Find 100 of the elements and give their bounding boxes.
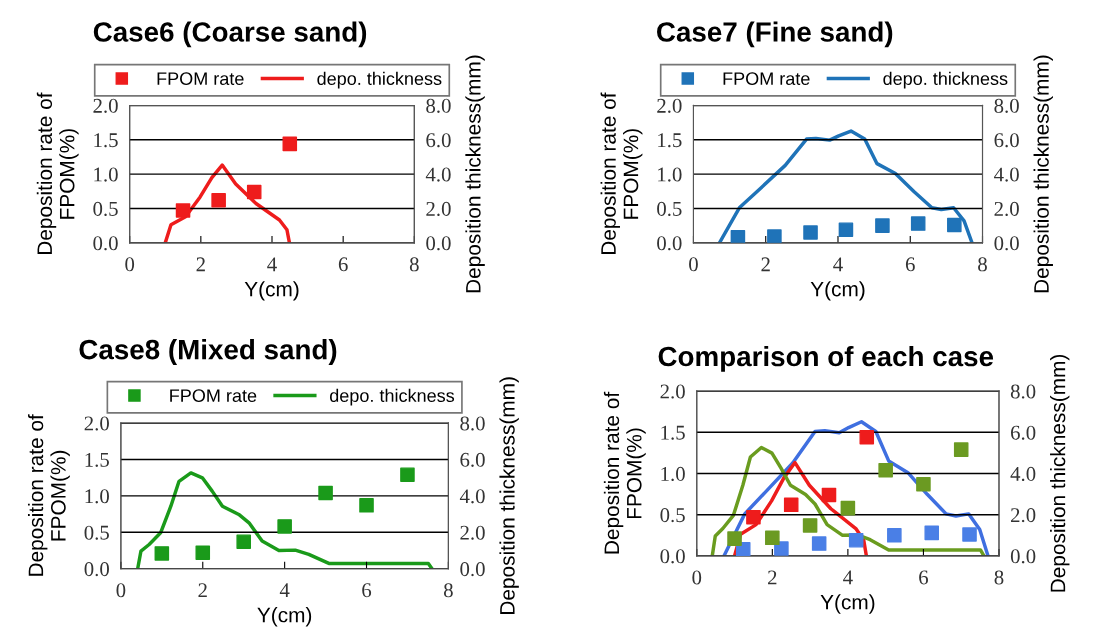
x-tick-label: 2 (198, 583, 207, 598)
x-tick-label: 0 (692, 570, 702, 585)
x-tick-label: 4 (843, 570, 853, 585)
point (916, 476, 931, 492)
x-tick-label: 8 (443, 583, 453, 598)
y2-tick-label: 8.0 (460, 416, 485, 431)
point (746, 509, 761, 525)
legend-label: FPOM rate (157, 72, 244, 86)
x-tick-label: 4 (833, 257, 843, 272)
x-tick-label: 0 (116, 583, 126, 598)
legend-label: FPOM rate (723, 72, 810, 86)
y-tick-label: 2.0 (660, 384, 685, 399)
x-tick-label: 4 (279, 583, 290, 598)
point (803, 225, 818, 240)
x-tick-label: 2 (761, 257, 770, 272)
chart-title: Case6 (Coarse sand) (93, 21, 367, 48)
point (154, 546, 170, 561)
y2-tick-label: 4.0 (1010, 466, 1036, 482)
x-axis-title: Y(cm) (810, 281, 865, 301)
y-tick-label: 0.0 (93, 236, 118, 251)
point (887, 528, 902, 543)
y2-tick-label: 6.0 (994, 133, 1019, 148)
y-tick-label: 0.5 (93, 201, 118, 216)
y2-axis-title: Deposition thickness(mm) (499, 377, 519, 614)
y2-tick-label: 0.0 (426, 236, 451, 251)
y-tick-label: 0.5 (660, 508, 685, 523)
point (783, 497, 799, 513)
y-tick-label: 0.0 (657, 236, 682, 251)
x-tick-label: 2 (768, 570, 777, 585)
y-axis-title: Deposition rate of FPOM(%) (27, 414, 70, 576)
y-tick-label: 0.5 (657, 201, 682, 216)
x-tick-label: 6 (919, 570, 929, 585)
point (400, 467, 415, 483)
x-tick-label: 8 (994, 570, 1004, 585)
y-tick-label: 2.0 (93, 98, 118, 113)
y-axis-title: Deposition rate of FPOM(%) (603, 391, 646, 554)
y-tick-label: 1.0 (661, 466, 685, 482)
x-tick-label: 0 (689, 257, 698, 272)
point (821, 487, 837, 503)
x-axis-title: Y(cm) (820, 594, 875, 614)
y-axis-title: Deposition rate of FPOM(%) (600, 92, 643, 255)
legend-label: depo. thickness (317, 71, 442, 89)
point (730, 230, 746, 243)
y-tick-label: 0.0 (660, 549, 685, 564)
point (318, 485, 333, 501)
point (910, 216, 926, 231)
x-tick-label: 6 (338, 257, 348, 272)
y-axis-title: Deposition rate of FPOM(%) (36, 92, 79, 255)
point (246, 184, 262, 200)
x-tick-label: 4 (267, 257, 277, 272)
y2-tick-label: 4.0 (425, 167, 451, 182)
chart-title: Case7 (Fine sand) (657, 21, 893, 48)
point (840, 500, 856, 516)
point (924, 525, 940, 541)
point (765, 530, 780, 546)
y2-tick-label: 4.0 (994, 167, 1019, 182)
x-tick-label: 6 (905, 257, 915, 272)
y-tick-label: 1.5 (85, 452, 109, 467)
legend-label: FPOM rate (170, 389, 257, 403)
x-tick-label: 2 (196, 257, 205, 272)
y-tick-label: 1.5 (661, 425, 685, 440)
y-tick-label: 1.5 (658, 133, 682, 148)
point (735, 542, 751, 556)
point (848, 532, 864, 548)
point (211, 192, 226, 208)
y2-tick-label: 8.0 (1010, 384, 1036, 399)
point (859, 429, 875, 445)
y2-tick-label: 2.0 (460, 525, 485, 540)
point (277, 519, 292, 534)
point (282, 136, 298, 152)
point (962, 527, 977, 542)
y2-tick-label: 0.0 (994, 236, 1019, 251)
point (175, 203, 191, 218)
x-axis-title: Y(cm) (257, 607, 312, 627)
point (727, 531, 742, 546)
line-series (135, 471, 434, 569)
y-tick-label: 1.0 (94, 167, 118, 182)
point (947, 217, 962, 233)
y-tick-label: 2.0 (657, 98, 682, 113)
y2-tick-label: 8.0 (994, 98, 1019, 113)
y2-axis-title: Deposition thickness(mm) (1050, 354, 1070, 592)
y2-tick-label: 0.0 (1010, 549, 1036, 564)
y2-tick-label: 2.0 (426, 201, 451, 216)
y2-tick-label: 2.0 (1011, 508, 1036, 523)
x-tick-label: 8 (409, 257, 419, 272)
x-tick-label: 0 (125, 257, 135, 272)
y-tick-label: 1.0 (658, 167, 682, 182)
y-tick-label: 1.5 (94, 133, 118, 148)
point (767, 229, 782, 243)
chart-title: Comparison of each case (658, 345, 994, 372)
y-tick-label: 0.5 (84, 525, 109, 540)
x-axis-title: Y(cm) (244, 281, 299, 301)
y-tick-label: 0.0 (84, 562, 109, 577)
legend-label: depo. thickness (883, 71, 1008, 89)
y-tick-label: 2.0 (84, 416, 109, 431)
y2-tick-label: 6.0 (426, 133, 451, 148)
legend-label: depo. thickness (330, 388, 455, 406)
point (878, 462, 893, 478)
point (953, 442, 969, 457)
line-series (717, 129, 974, 243)
